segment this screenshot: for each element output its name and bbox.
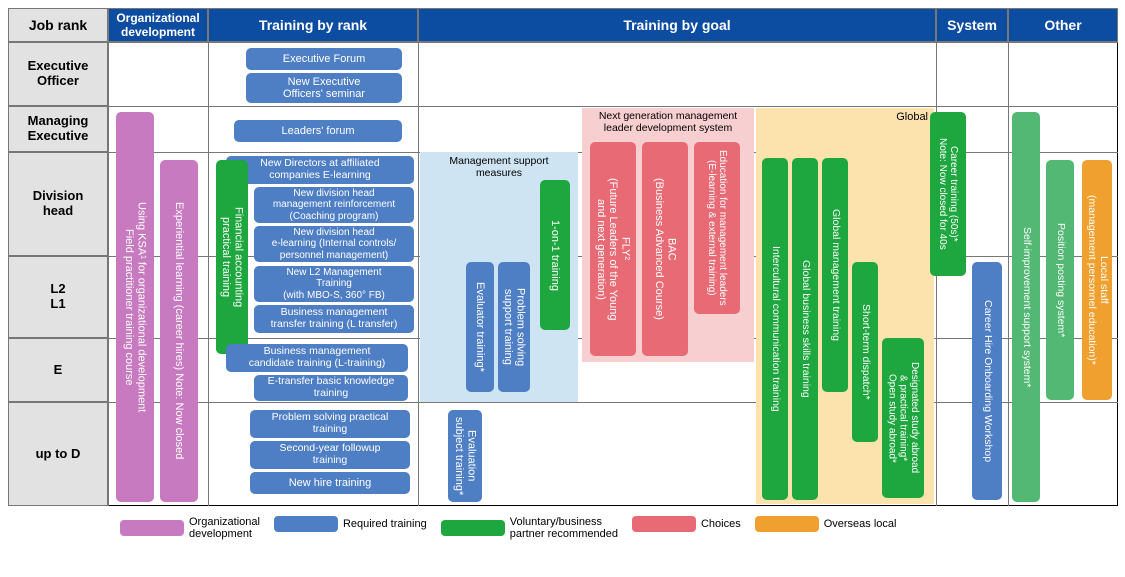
block-bac: BAC (Business Advanced Course) <box>642 142 688 356</box>
block-ps-practical: Problem solving practical training <box>250 410 410 438</box>
legend-voluntary-label: Voluntary/business partner recommended <box>510 516 618 540</box>
block-bmc: Business management candidate training (… <box>226 344 408 372</box>
legend-sw-overseas <box>755 516 819 532</box>
block-new-dir: New Directors at affiliated companies E-… <box>226 156 414 184</box>
block-e-transfer: E-transfer basic knowledge training <box>254 375 408 401</box>
region-mgmt-support-label: Management support measures <box>449 156 548 180</box>
block-new-exec: New Executive Officers' seminar <box>246 73 402 103</box>
row-exec-officer: Executive Officer <box>8 42 108 106</box>
legend-voluntary: Voluntary/business partner recommended <box>441 516 618 540</box>
block-self-improve: Self-improvement support system* <box>1012 112 1040 502</box>
hdr-byrank: Training by rank <box>208 8 418 42</box>
block-position-posting: Position posting system* <box>1046 160 1074 400</box>
row-e: E <box>8 338 108 402</box>
legend-sw-required <box>274 516 338 532</box>
block-ksa: Using KSA¹ for organizational developmen… <box>116 112 154 502</box>
grid-v5 <box>1008 42 1009 506</box>
training-matrix-chart: Job rank Organizational development Trai… <box>0 0 1125 577</box>
block-1on1: 1-on-1 training <box>540 180 570 330</box>
block-exec-forum: Executive Forum <box>246 48 402 70</box>
grid-h0 <box>8 42 1118 43</box>
legend-sw-choices <box>632 516 696 532</box>
block-leaders-forum: Leaders' forum <box>234 120 402 142</box>
hdr-other: Other <box>1008 8 1118 42</box>
block-short-term: Short-term dispatch* <box>852 262 878 442</box>
block-intercultural: Intercultural communication training <box>762 158 788 500</box>
block-fly: FLY² (Future Leaders of the Young and ne… <box>590 142 636 356</box>
row-div-head: Division head <box>8 152 108 256</box>
region-nextgen-label: Next generation management leader develo… <box>599 111 737 134</box>
grid-v2 <box>208 42 209 506</box>
hdr-bygoal: Training by goal <box>418 8 936 42</box>
legend-orgdev: Organizational development <box>120 516 260 540</box>
row-uptod: up to D <box>8 402 108 506</box>
legend-overseas-label: Overseas local <box>824 518 897 530</box>
block-career-hire: Career Hire Onboarding Workshop <box>972 262 1002 500</box>
block-gbs: Global business skills training <box>792 158 818 500</box>
block-second-year: Second-year followup training <box>250 441 410 469</box>
block-new-div-coach: New division head management reinforceme… <box>254 187 414 223</box>
block-local-staff: Local staff (management personnel educat… <box>1082 160 1112 400</box>
block-edu-mgmt: Education for management leaders (E-lear… <box>694 142 740 314</box>
legend-sw-orgdev <box>120 520 184 536</box>
legend-required: Required training <box>274 516 427 532</box>
region-global-label: Global <box>896 111 928 123</box>
block-exp: Experiential learning (career hires) Not… <box>160 160 198 502</box>
block-new-l2: New L2 Management Training (with MBO-S, … <box>254 266 414 302</box>
hdr-system: System <box>936 8 1008 42</box>
legend-choices: Choices <box>632 516 741 532</box>
row-managing-exec: Managing Executive <box>8 106 108 152</box>
grid-v1 <box>108 42 109 506</box>
block-ps-support: Problem solving support training <box>498 262 530 392</box>
legend: Organizational development Required trai… <box>120 516 896 540</box>
block-fin-acc: Financial accounting practical training <box>216 160 248 354</box>
block-career50: Career training (50s)* Note: Now closed … <box>930 112 966 276</box>
block-bmt-transfer: Business management transfer training (L… <box>254 305 414 333</box>
row-l2l1: L2 L1 <box>8 256 108 338</box>
legend-sw-voluntary <box>441 520 505 536</box>
legend-overseas: Overseas local <box>755 516 897 532</box>
hdr-orgdev: Organizational development <box>108 8 208 42</box>
block-eval-subject: Evaluation subject training* <box>448 410 482 502</box>
block-designated: Designated study abroad & practical trai… <box>882 338 924 498</box>
legend-choices-label: Choices <box>701 518 741 530</box>
hdr-job-rank: Job rank <box>8 8 108 42</box>
block-evaluator: Evaluator training* <box>466 262 494 392</box>
grid-v3 <box>418 42 419 506</box>
grid-h1 <box>8 106 1118 107</box>
block-new-div-el: New division head e-learning (Internal c… <box>254 226 414 262</box>
block-gmt: Global management training <box>822 158 848 392</box>
legend-required-label: Required training <box>343 518 427 530</box>
block-new-hire: New hire training <box>250 472 410 494</box>
legend-orgdev-label: Organizational development <box>189 516 260 540</box>
